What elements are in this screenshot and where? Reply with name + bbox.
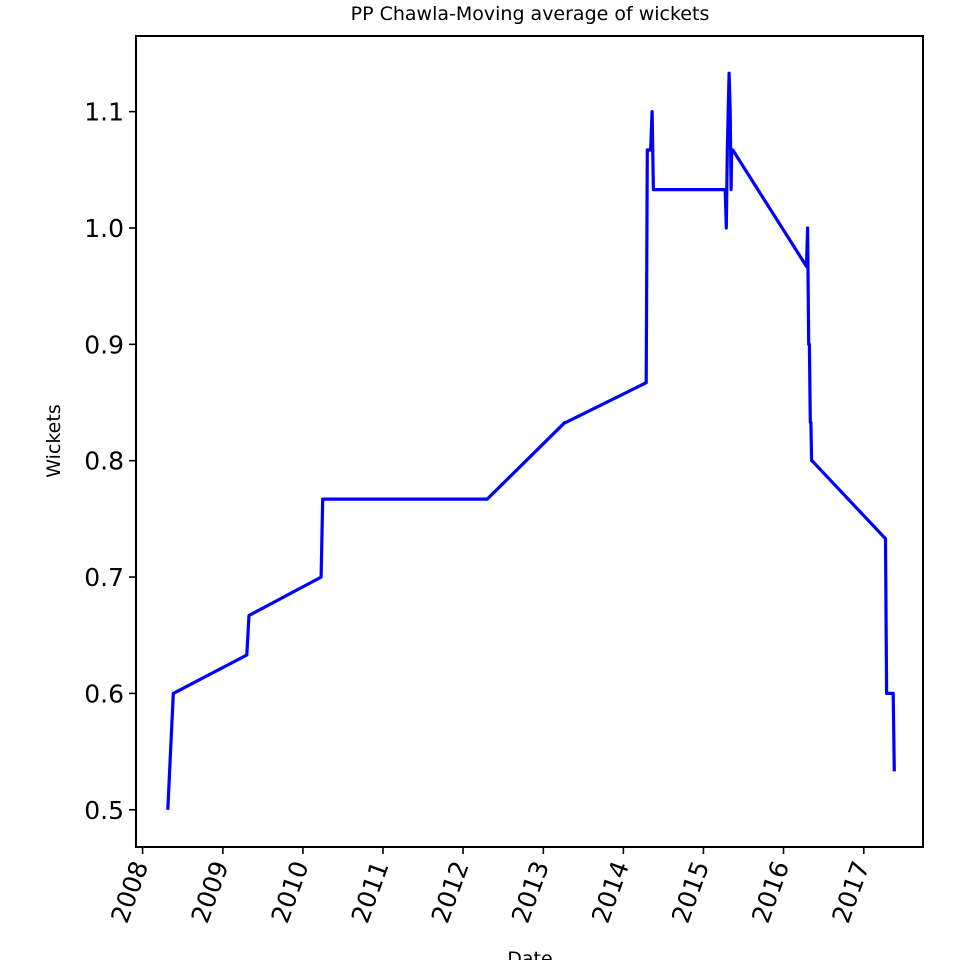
x-tick-label: 2014 xyxy=(586,857,635,927)
x-axis-label: Date xyxy=(507,948,552,960)
x-tick-label: 2010 xyxy=(266,857,315,927)
y-tick-label: 0.7 xyxy=(84,563,124,592)
y-tick-label: 0.6 xyxy=(84,679,124,708)
series-line-wickets xyxy=(166,71,896,810)
x-tick-label: 2012 xyxy=(426,857,475,927)
x-tick-label: 2017 xyxy=(826,857,875,927)
x-axis-ticks: 2008 2009 2010 2011 2012 2013 2014 2015 2016 2017 xyxy=(105,847,875,927)
plot-area-frame xyxy=(135,35,924,848)
x-tick-label: 2016 xyxy=(746,857,795,927)
x-tick-label: 2011 xyxy=(346,857,395,927)
y-tick-label: 1.0 xyxy=(84,214,124,243)
chart-title: PP Chawla-Moving average of wickets xyxy=(351,3,710,25)
x-tick-label: 2013 xyxy=(506,857,555,927)
x-tick-label: 2008 xyxy=(105,857,154,927)
y-axis-label: Wickets xyxy=(43,404,65,477)
x-tick-label: 2015 xyxy=(666,857,715,927)
y-tick-label: 1.1 xyxy=(84,98,124,127)
x-tick-label: 2009 xyxy=(185,857,234,927)
y-tick-label: 0.8 xyxy=(84,447,124,476)
y-tick-label: 0.5 xyxy=(84,796,124,825)
y-axis-ticks: 0.5 0.6 0.7 0.8 0.9 1.0 1.1 xyxy=(84,98,136,825)
y-tick-label: 0.9 xyxy=(84,330,124,359)
